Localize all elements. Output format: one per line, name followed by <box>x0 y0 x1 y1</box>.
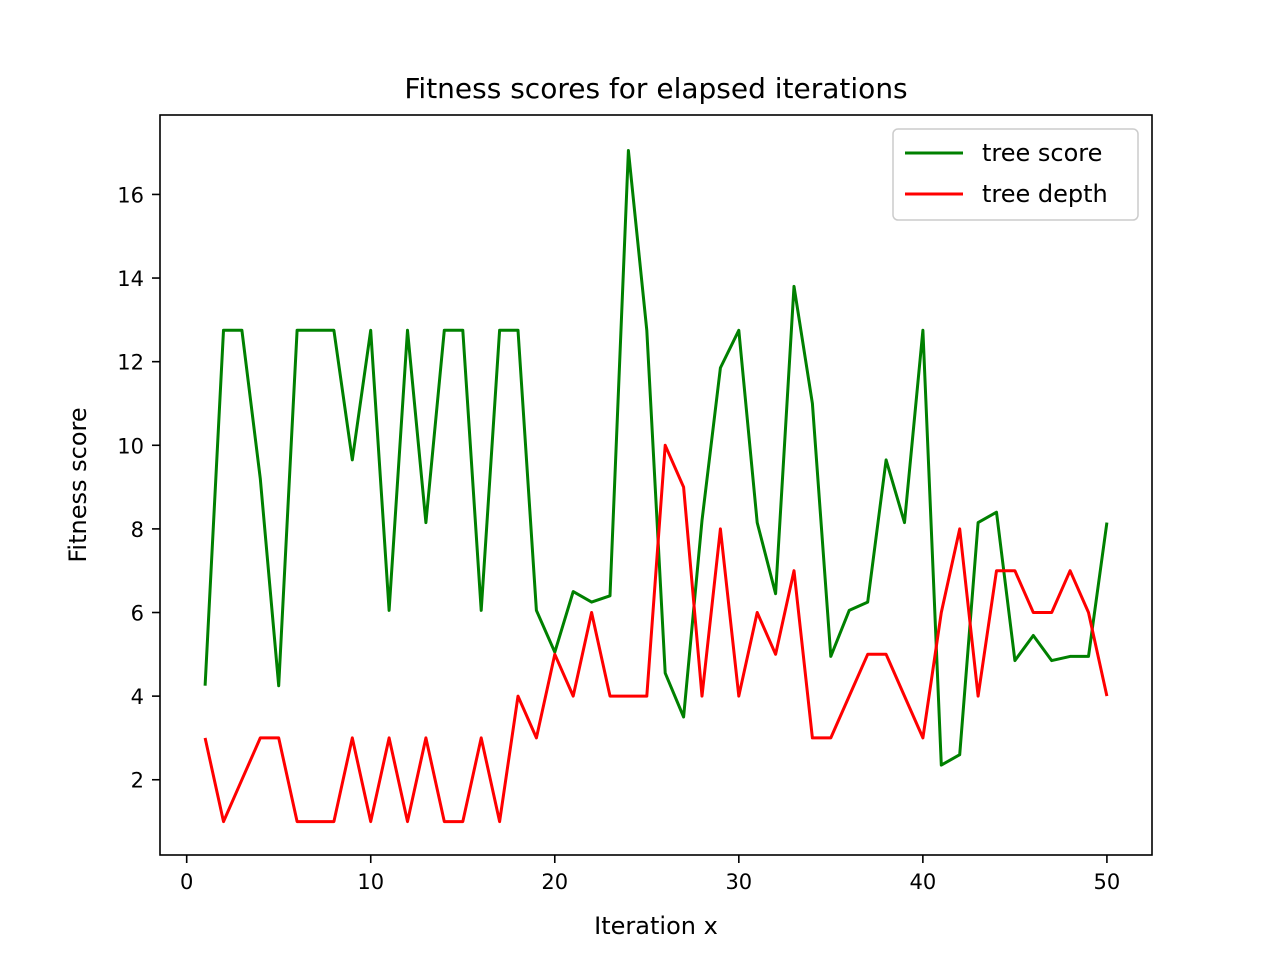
y-tick-label: 14 <box>117 267 144 291</box>
plot-frame <box>159 114 1153 856</box>
legend: tree score tree depth <box>892 128 1139 221</box>
x-tick-label: 30 <box>725 870 752 894</box>
y-tick-label: 6 <box>131 602 144 626</box>
y-tick-label: 16 <box>117 183 144 207</box>
x-tick-label: 50 <box>1094 870 1121 894</box>
y-axis: 2 4 6 8 10 12 14 16 <box>117 183 160 793</box>
legend-label-tree-depth: tree depth <box>982 180 1108 208</box>
plot-area <box>203 149 1109 824</box>
x-axis-label: Iteration x <box>594 912 718 940</box>
x-tick-label: 0 <box>180 870 193 894</box>
chart-title: Fitness scores for elapsed iterations <box>404 72 907 105</box>
x-tick-label: 20 <box>541 870 568 894</box>
x-axis: 0 10 20 30 40 50 <box>180 855 1120 894</box>
x-tick-label: 40 <box>909 870 936 894</box>
x-tick-label: 10 <box>357 870 384 894</box>
y-tick-label: 4 <box>131 685 144 709</box>
series-line-tree-score <box>203 149 1109 767</box>
y-tick-label: 12 <box>117 351 144 375</box>
y-tick-label: 2 <box>131 769 144 793</box>
y-tick-label: 8 <box>131 518 144 542</box>
y-axis-label: Fitness score <box>64 407 92 562</box>
series-line-tree-depth <box>203 443 1109 824</box>
legend-label-tree-score: tree score <box>982 139 1102 167</box>
y-tick-label: 10 <box>117 434 144 458</box>
